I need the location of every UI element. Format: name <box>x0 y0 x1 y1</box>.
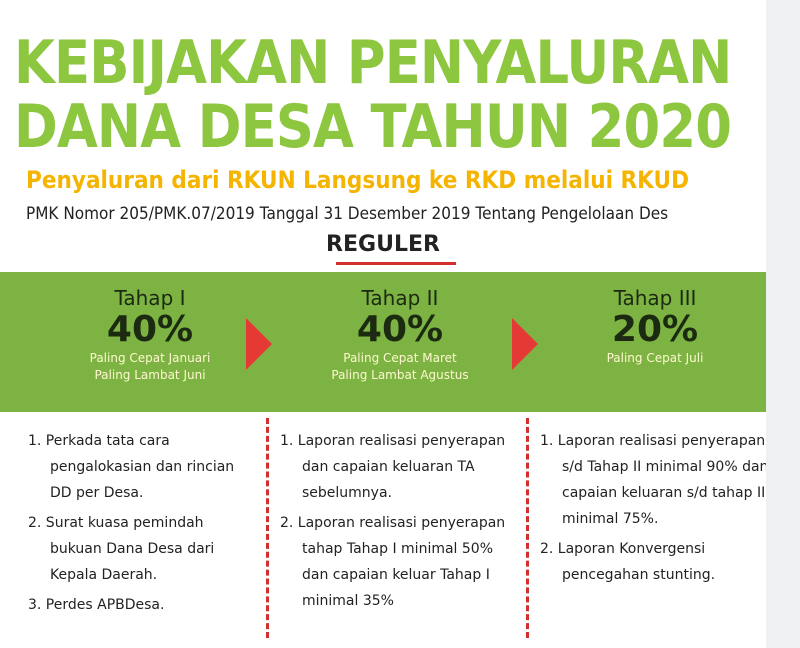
requirement-list: 1. Perkada tata cara pengalokasian dan r… <box>28 428 258 622</box>
stage-percent: 40% <box>356 309 444 350</box>
requirement: 1. Laporan realisasi penyerapan dan capa… <box>280 433 506 501</box>
stage-name: Tahap I <box>114 286 186 310</box>
stage-band <box>0 272 766 412</box>
reference: PMK Nomor 205/PMK.07/2019 Tanggal 31 Des… <box>26 204 669 224</box>
requirement: 1. Laporan realisasi penyerapan s/d Taha… <box>540 433 766 527</box>
arrow <box>512 318 538 370</box>
underline <box>336 262 456 265</box>
stage-timing: Paling Cepat Januari <box>89 351 211 365</box>
stage-timing: Paling Lambat Juni <box>94 368 206 382</box>
requirement: 1. Perkada tata cara pengalokasian dan r… <box>28 433 235 501</box>
section-label: REGULER <box>326 232 440 257</box>
stage-timing: Paling Cepat Maret <box>343 351 457 365</box>
requirement: 2. Laporan realisasi penyerapan tahap Ta… <box>280 515 506 609</box>
stage-percent: 20% <box>611 309 699 350</box>
stage-name: Tahap II <box>361 286 439 310</box>
requirement: 2. Surat kuasa pemindah bukuan Dana Desa… <box>28 515 215 583</box>
stage-header: Tahap I 40% Paling Cepat Januari Paling Lam… <box>30 286 270 384</box>
infographic: KEBIJAKAN PENYALURAN DANA DESA TAHUN 202… <box>0 0 766 648</box>
stage-header: Tahap III 20% Paling Cepat Juli <box>535 286 766 367</box>
title-line: DANA DESA TAHUN 2020 <box>14 92 732 162</box>
requirement: 2. Laporan Konvergensi pencegahan stunti… <box>540 541 716 583</box>
stage-name: Tahap III <box>613 286 697 310</box>
stage-timing: Paling Cepat Juli <box>606 351 704 365</box>
separator <box>526 418 529 638</box>
title-line: KEBIJAKAN PENYALURAN <box>14 28 732 98</box>
requirement-list: 1. Laporan realisasi penyerapan s/d Taha… <box>540 428 766 592</box>
separator <box>266 418 269 638</box>
arrow <box>246 318 272 370</box>
stage-timing: Paling Lambat Agustus <box>331 368 469 382</box>
stage-header: Tahap II 40% Paling Cepat Maret Paling Lamb… <box>280 286 520 384</box>
requirement: 3. Perdes APBDesa. <box>28 597 165 613</box>
subtitle: Penyaluran dari RKUN Langsung ke RKD mel… <box>26 166 690 194</box>
requirement-list: 1. Laporan realisasi penyerapan dan capa… <box>280 428 510 618</box>
stage-percent: 40% <box>106 309 194 350</box>
